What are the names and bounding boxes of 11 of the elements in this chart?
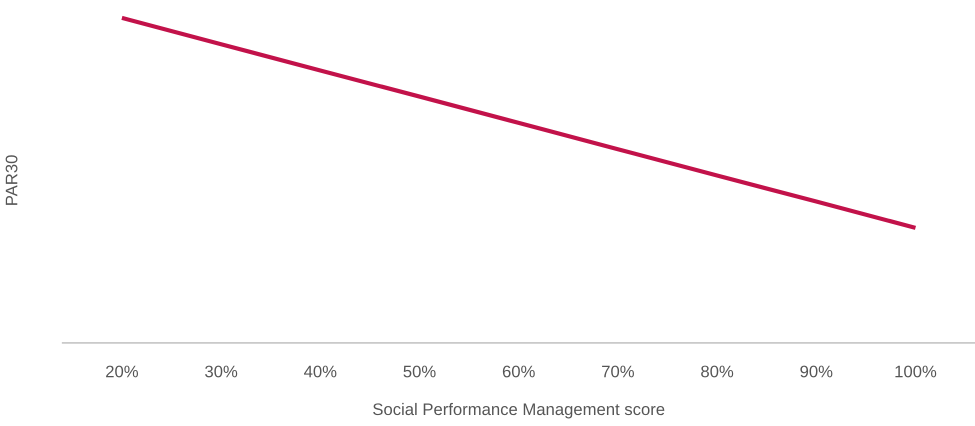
x-tick-label: 30% — [205, 366, 238, 378]
x-tick-label: 70% — [602, 366, 634, 378]
x-tick-label: 90% — [800, 366, 832, 378]
x-tick-label: 50% — [403, 366, 436, 378]
x-axis-title: Social Performance Management score — [373, 402, 664, 418]
x-tick-label: 20% — [106, 366, 138, 378]
x-tick-label: 40% — [304, 366, 336, 378]
x-tick-label: 60% — [502, 366, 535, 378]
x-tick-label: 80% — [701, 366, 734, 378]
y-axis-title: PAR30 — [6, 155, 18, 205]
x-tick-label: 100% — [895, 366, 936, 378]
